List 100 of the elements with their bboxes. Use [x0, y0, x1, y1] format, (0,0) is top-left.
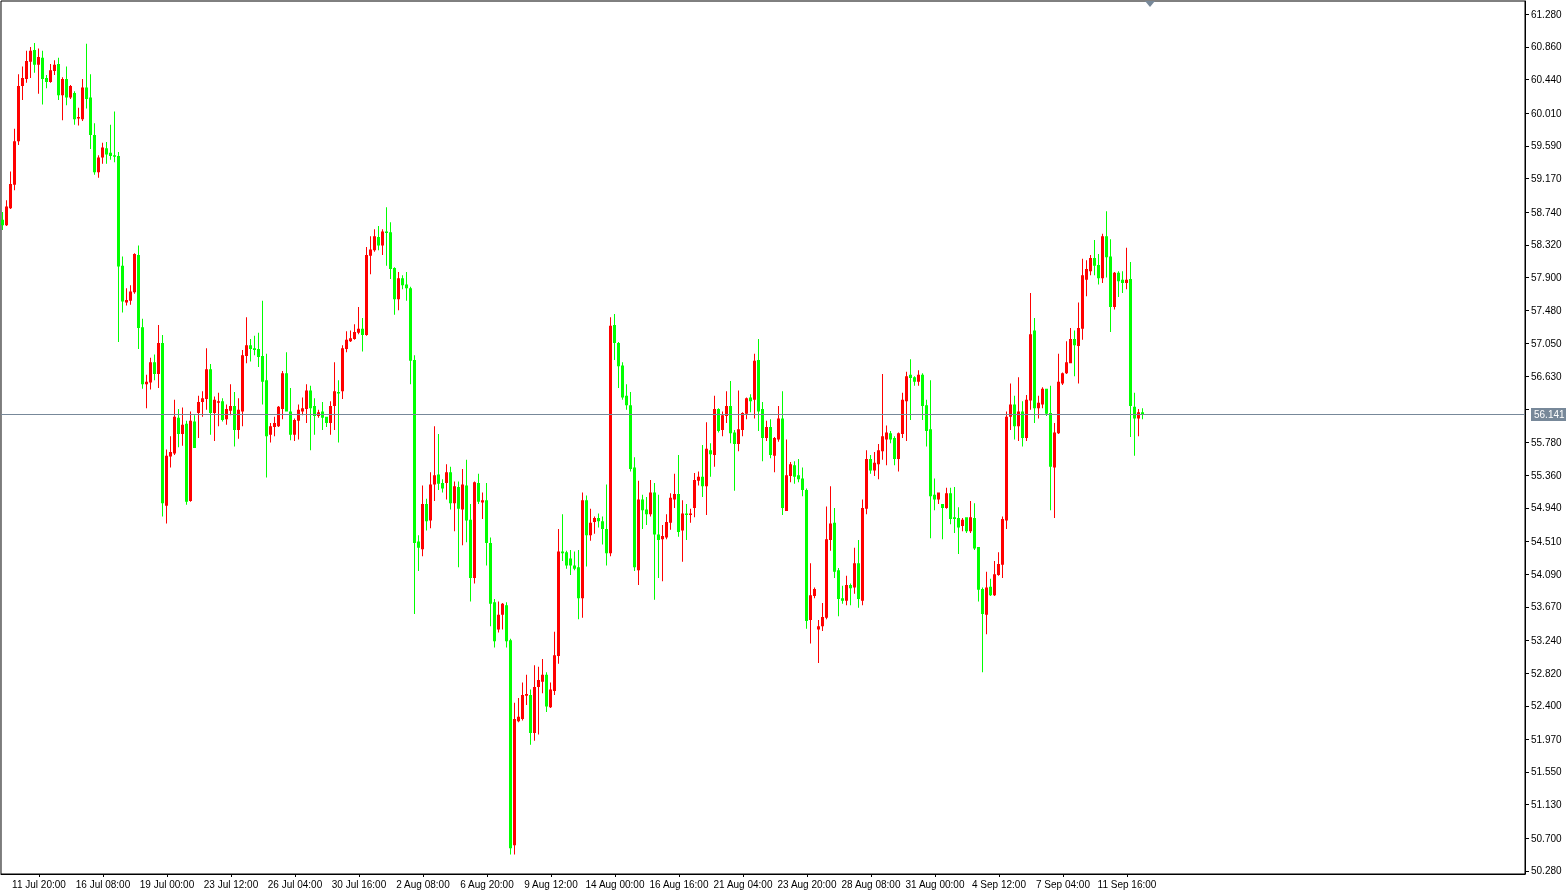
y-tick-label: 51.970: [1531, 733, 1563, 745]
ref-line-label: 56.141: [1534, 409, 1566, 421]
candlestick: [469, 504, 472, 602]
candlestick: [1117, 271, 1120, 297]
candlestick: [909, 359, 912, 420]
x-tick-label: 28 Aug 08:00: [841, 878, 901, 890]
candlestick: [781, 391, 784, 515]
y-tick-label: 51.130: [1531, 799, 1563, 811]
candlestick: [333, 362, 336, 431]
candlestick: [125, 288, 128, 306]
y-tick-label: 55.360: [1531, 469, 1563, 481]
candlestick: [305, 384, 308, 424]
x-tick-label: 16 Jul 08:00: [75, 878, 131, 890]
candlestick: [1101, 233, 1104, 283]
y-tick-label: 58.320: [1531, 239, 1563, 251]
candlestick: [869, 455, 872, 474]
candlestick: [33, 43, 36, 73]
candlestick: [513, 702, 516, 855]
candlestick: [685, 504, 688, 540]
y-tick-label: 60.860: [1531, 41, 1563, 53]
candlestick: [437, 434, 440, 491]
candlestick: [197, 395, 200, 438]
candlestick: [709, 443, 712, 477]
candlestick: [1, 212, 4, 230]
y-tick-label: 55.780: [1531, 437, 1563, 449]
candlestick: [601, 516, 604, 545]
y-tick-label: 50.280: [1531, 865, 1563, 877]
candlestick: [785, 439, 788, 512]
candlestick: [589, 508, 592, 541]
candlestick: [753, 353, 756, 419]
x-tick-label: 14 Aug 00:00: [585, 878, 645, 890]
candlestick: [845, 575, 848, 606]
candlestick: [689, 508, 692, 523]
candlestick: [361, 317, 364, 352]
candlestick: [161, 335, 164, 517]
candlestick: [477, 473, 480, 505]
candlestick: [849, 583, 852, 606]
candlestick: [945, 487, 948, 509]
candlestick: [429, 472, 432, 529]
y-tick-label: 56.630: [1531, 370, 1563, 382]
candlestick: [1033, 317, 1036, 424]
candlestick: [177, 409, 180, 448]
x-tick-label: 23 Jul 12:00: [203, 878, 259, 890]
x-tick-label: 23 Aug 20:00: [777, 878, 837, 890]
candlestick: [1049, 385, 1052, 511]
candlestick: [457, 481, 460, 568]
candlestick: [1133, 392, 1136, 456]
candlestick: [649, 479, 652, 517]
candlestick: [321, 402, 324, 431]
candlestick: [989, 578, 992, 596]
y-tick-label: 54.090: [1531, 568, 1563, 580]
candlestick: [1073, 330, 1076, 377]
candlestick: [965, 517, 968, 533]
candlestick: [461, 469, 464, 546]
candlestick: [233, 391, 236, 447]
candlestick: [73, 91, 76, 125]
y-tick-label: 54.510: [1531, 535, 1563, 547]
candlestick: [645, 497, 648, 526]
candlestick: [1013, 395, 1016, 440]
candlestick: [29, 46, 32, 79]
candlestick: [65, 66, 68, 106]
candlestick: [453, 481, 456, 532]
candlestick: [529, 689, 532, 745]
x-tick-label: 9 Aug 12:00: [524, 878, 579, 890]
candlestick: [581, 492, 584, 618]
candlestick: [853, 547, 856, 594]
y-tick-label: 53.240: [1531, 634, 1563, 646]
candlestick: [213, 396, 216, 441]
candlestick: [181, 407, 184, 446]
candlestick: [185, 420, 188, 505]
candlestick: [585, 495, 588, 567]
y-tick-label: 57.050: [1531, 338, 1563, 350]
candlestick: [1113, 272, 1116, 310]
candlestick: [737, 390, 740, 452]
y-tick-label: 59.170: [1531, 173, 1563, 185]
y-tick-label: 54.940: [1531, 502, 1563, 514]
y-tick-label: 52.400: [1531, 700, 1563, 712]
candlestick: [209, 363, 212, 435]
candlestick: [153, 354, 156, 381]
candlestick: [485, 483, 488, 566]
x-tick-label: 26 Jul 04:00: [267, 878, 323, 890]
candlestick: [337, 380, 340, 443]
candlestick: [809, 563, 812, 644]
y-tick-label: 61.280: [1531, 8, 1563, 20]
candlestick: [97, 155, 100, 178]
candlestick: [769, 419, 772, 459]
candlestick: [157, 324, 160, 389]
candlestick: [433, 426, 436, 501]
candlestick: [1129, 261, 1132, 438]
candlestick: [309, 385, 312, 451]
x-tick-label: 30 Jul 16:00: [331, 878, 387, 890]
candlestick: [805, 488, 808, 629]
candlestick: [817, 620, 820, 663]
y-tick-label: 58.740: [1531, 206, 1563, 218]
candlestick: [605, 484, 608, 566]
candlestick: [69, 85, 72, 100]
candlestick: [569, 550, 572, 575]
candlestick: [545, 672, 548, 713]
candlestick: [693, 472, 696, 518]
candlestick: [613, 314, 616, 361]
